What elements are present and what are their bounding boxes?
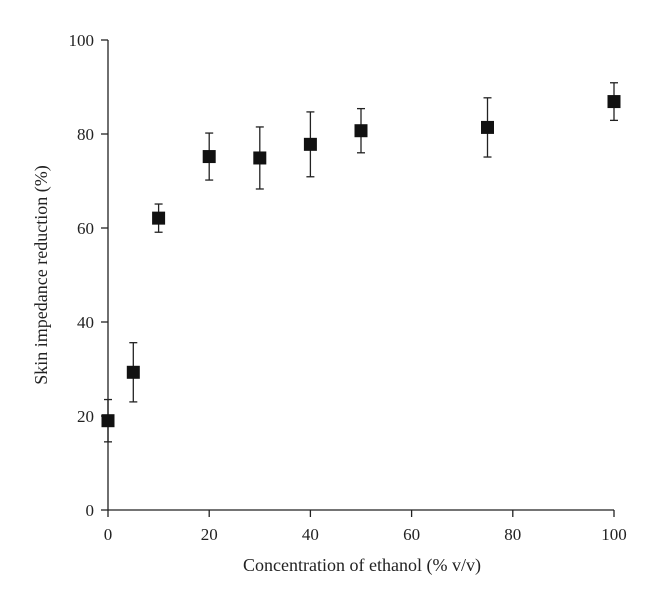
y-axis-title: Skin impedance reduction (%) (31, 165, 52, 384)
y-tick-label: 100 (69, 31, 95, 50)
data-point (481, 120, 494, 134)
x-tick-label: 0 (104, 525, 113, 544)
data-point (152, 211, 166, 225)
data-point (101, 414, 115, 428)
y-tick-label: 0 (86, 501, 95, 520)
data-point (126, 365, 140, 379)
data-point (354, 124, 368, 138)
x-tick-label: 80 (504, 525, 521, 544)
plot-area: 0 20 40 60 80 100 0 20 40 60 80 100 (69, 31, 627, 544)
data-point (607, 95, 621, 109)
x-tick-label: 40 (302, 525, 319, 544)
y-tick-label: 20 (77, 407, 94, 426)
x-tick-label: 100 (601, 525, 627, 544)
y-tick-label: 80 (77, 125, 94, 144)
x-tick-label: 60 (403, 525, 420, 544)
x-axis-title: Concentration of ethanol (% v/v) (243, 555, 481, 576)
data-point (303, 137, 317, 151)
y-tick-label: 40 (77, 313, 94, 332)
x-tick-label: 20 (201, 525, 218, 544)
data-point (253, 151, 267, 165)
data-point (202, 150, 216, 164)
y-tick-label: 60 (77, 219, 94, 238)
